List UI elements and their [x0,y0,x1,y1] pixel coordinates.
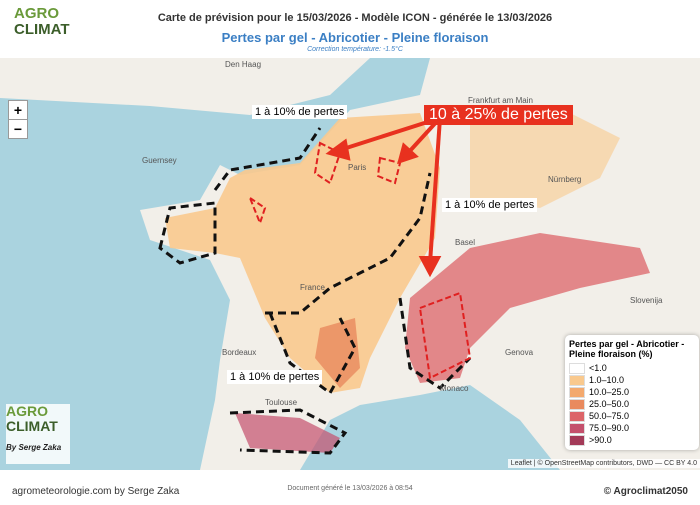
arrow-head [418,256,442,278]
legend-swatch [569,410,585,422]
legend: Pertes par gel - Abricotier - Pleine flo… [565,335,699,450]
place-label: Genova [505,348,534,357]
footer-left[interactable]: agrometeorologie.com by Serge Zaka [12,486,180,497]
legend-item: 75.0–90.0 [569,422,695,434]
badge-top: AGRO [6,403,48,419]
badge: AGRO CLIMAT By Serge Zaka [6,404,70,464]
map[interactable]: + − Den Haag Frankfurt am Main Nürnberg Gue… [0,58,700,470]
legend-swatch [569,362,585,374]
place-label: Frankfurt am Main [468,96,533,105]
place-label: Slovenija [630,296,663,305]
outline [247,141,472,380]
arrow [339,116,441,152]
risk-area [235,413,340,453]
legend-label: >90.0 [589,435,612,445]
footer-center: Document généré le 13/03/2026 à 08:54 [287,485,413,492]
legend-swatch [569,386,585,398]
legend-swatch [569,422,585,434]
place-label: Basel [455,238,476,247]
legend-label: 75.0–90.0 [589,423,630,433]
annotation: 1 à 10% de pertes [252,105,348,119]
outline [229,408,348,455]
risk-area [405,233,650,383]
arrow [428,117,442,264]
annotation: 1 à 10% de pertes [442,198,538,212]
legend-title: Pertes par gel - Abricotier - Pleine flo… [569,339,685,359]
legend-item: >90.0 [569,434,695,446]
footer-right: © Agroclimat2050 [603,486,688,497]
place-label: Guernsey [142,156,177,165]
legend-label: 1.0–10.0 [589,375,625,385]
legend-item: 25.0–50.0 [569,398,695,410]
legend-item: 10.0–25.0 [569,386,695,398]
zoom-in[interactable]: + [8,100,28,120]
badge-bottom: CLIMAT [6,418,58,434]
map-layer [0,58,700,470]
legend-item: <1.0 [569,362,695,374]
place-label: Bordeaux [222,348,257,357]
subtitle: Pertes par gel - Abricotier - Pleine flo… [221,30,489,45]
outline [158,127,432,315]
logo-bottom: CLIMAT [14,21,70,38]
legend-swatch [569,434,585,446]
risk-area [165,113,440,393]
legend-item: 1.0–10.0 [569,374,695,386]
note: Correction température: -1.5°C [307,46,403,53]
arrow-head [325,138,351,161]
legend-label: 25.0–50.0 [589,399,630,409]
legend-label: 10.0–25.0 [589,387,630,397]
place-label: France [300,283,325,292]
attribution[interactable]: Leaflet | © OpenStreetMap contributors, … [507,459,700,468]
place-label: Toulouse [265,398,298,407]
legend-swatch [569,398,585,410]
annotation: 1 à 10% de pertes [227,370,323,384]
place-label: Monaco [440,384,469,393]
arrow-head [397,142,419,165]
legend-item: 50.0–75.0 [569,410,695,422]
place-label: Paris [348,163,367,172]
sea [0,58,430,470]
zoom-out[interactable]: − [8,119,28,139]
risk-area [470,108,620,208]
title: Carte de prévision pour le 15/03/2026 - … [157,12,553,24]
legend-label: 50.0–75.0 [589,411,630,421]
badge-byline: By Serge Zaka [6,443,62,452]
annotation: 10 à 25% de pertes [424,105,573,125]
place-label: Den Haag [225,60,262,69]
legend-label: <1.0 [589,363,607,373]
logo: AGRO CLIMAT [14,6,70,38]
sea [300,385,560,470]
legend-swatch [569,374,585,386]
place-label: Nürnberg [548,175,582,184]
logo-top: AGRO [14,5,59,22]
